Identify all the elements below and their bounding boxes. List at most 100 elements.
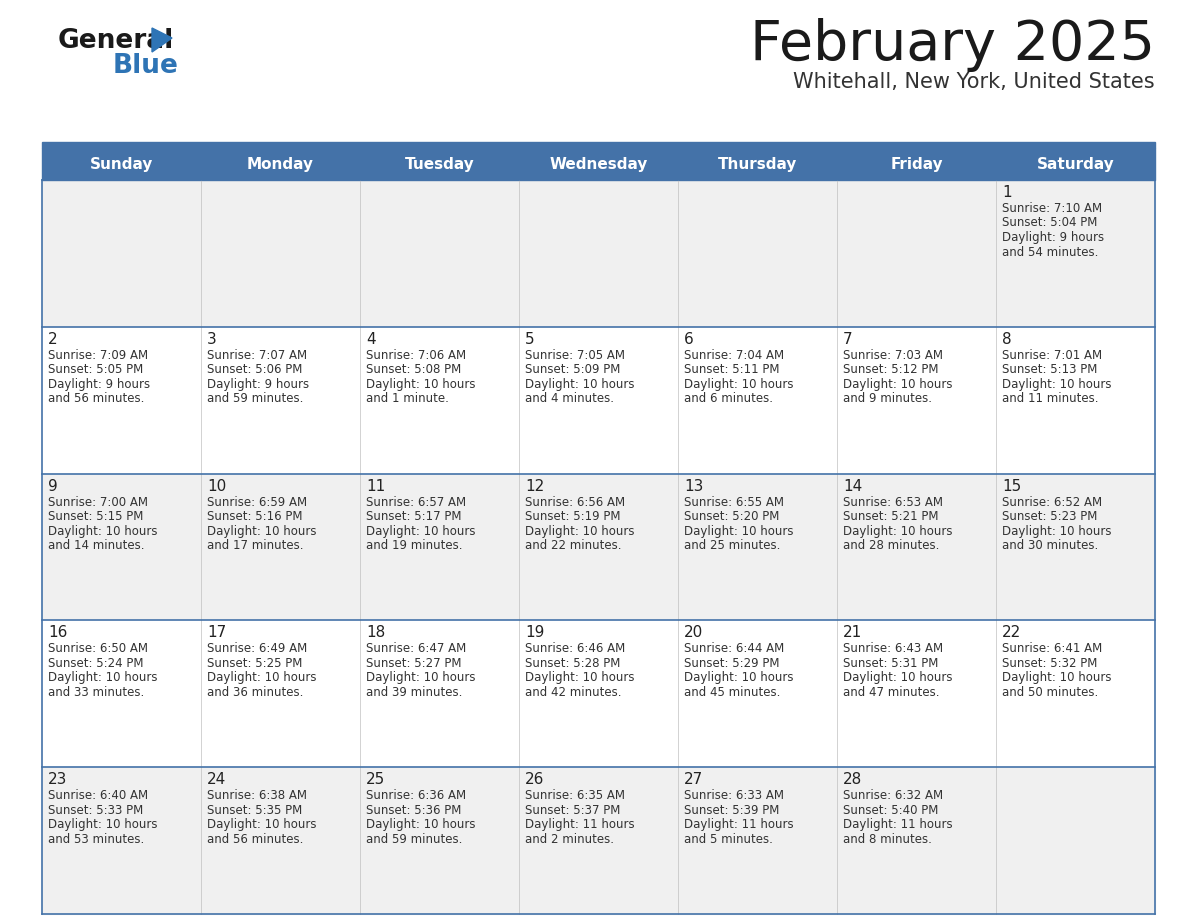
Text: and 6 minutes.: and 6 minutes. xyxy=(684,392,773,406)
Text: Sunset: 5:15 PM: Sunset: 5:15 PM xyxy=(48,510,144,523)
Text: 5: 5 xyxy=(525,331,535,347)
Text: 1: 1 xyxy=(1001,185,1012,200)
Text: and 33 minutes.: and 33 minutes. xyxy=(48,686,144,699)
Text: 10: 10 xyxy=(207,478,226,494)
Text: Daylight: 10 hours: Daylight: 10 hours xyxy=(207,671,316,685)
Text: 9: 9 xyxy=(48,478,58,494)
Text: Sunrise: 7:03 AM: Sunrise: 7:03 AM xyxy=(843,349,943,362)
Text: Sunrise: 7:00 AM: Sunrise: 7:00 AM xyxy=(48,496,148,509)
Text: Sunrise: 7:04 AM: Sunrise: 7:04 AM xyxy=(684,349,784,362)
Text: Sunrise: 6:47 AM: Sunrise: 6:47 AM xyxy=(366,643,466,655)
Text: Daylight: 10 hours: Daylight: 10 hours xyxy=(366,671,475,685)
Text: 11: 11 xyxy=(366,478,385,494)
Text: Sunrise: 6:53 AM: Sunrise: 6:53 AM xyxy=(843,496,943,509)
Text: Daylight: 10 hours: Daylight: 10 hours xyxy=(684,671,794,685)
Text: Daylight: 10 hours: Daylight: 10 hours xyxy=(525,671,634,685)
Text: Sunset: 5:32 PM: Sunset: 5:32 PM xyxy=(1001,657,1098,670)
Text: Blue: Blue xyxy=(113,53,179,79)
Text: Daylight: 10 hours: Daylight: 10 hours xyxy=(843,671,953,685)
Text: Daylight: 9 hours: Daylight: 9 hours xyxy=(48,378,150,391)
Text: Sunset: 5:27 PM: Sunset: 5:27 PM xyxy=(366,657,461,670)
Text: Sunrise: 6:41 AM: Sunrise: 6:41 AM xyxy=(1001,643,1102,655)
Text: Sunset: 5:25 PM: Sunset: 5:25 PM xyxy=(207,657,303,670)
Text: 14: 14 xyxy=(843,478,862,494)
Text: Sunrise: 6:57 AM: Sunrise: 6:57 AM xyxy=(366,496,466,509)
Text: 16: 16 xyxy=(48,625,68,641)
Text: Sunset: 5:24 PM: Sunset: 5:24 PM xyxy=(48,657,144,670)
Text: Sunset: 5:05 PM: Sunset: 5:05 PM xyxy=(48,364,144,376)
Text: Sunset: 5:23 PM: Sunset: 5:23 PM xyxy=(1001,510,1098,523)
Text: 18: 18 xyxy=(366,625,385,641)
Text: Daylight: 10 hours: Daylight: 10 hours xyxy=(1001,671,1112,685)
Text: Sunrise: 6:33 AM: Sunrise: 6:33 AM xyxy=(684,789,784,802)
Text: and 47 minutes.: and 47 minutes. xyxy=(843,686,940,699)
Text: Daylight: 10 hours: Daylight: 10 hours xyxy=(1001,524,1112,538)
Text: and 25 minutes.: and 25 minutes. xyxy=(684,539,781,552)
Text: Saturday: Saturday xyxy=(1037,156,1114,172)
Text: 22: 22 xyxy=(1001,625,1022,641)
Text: Sunset: 5:35 PM: Sunset: 5:35 PM xyxy=(207,803,302,817)
Text: Monday: Monday xyxy=(247,156,314,172)
Text: and 30 minutes.: and 30 minutes. xyxy=(1001,539,1098,552)
Text: 13: 13 xyxy=(684,478,703,494)
Polygon shape xyxy=(152,28,172,52)
Text: General: General xyxy=(58,28,175,54)
Text: and 54 minutes.: and 54 minutes. xyxy=(1001,245,1099,259)
Text: Sunset: 5:39 PM: Sunset: 5:39 PM xyxy=(684,803,779,817)
Text: Daylight: 11 hours: Daylight: 11 hours xyxy=(525,818,634,831)
Text: and 36 minutes.: and 36 minutes. xyxy=(207,686,303,699)
Text: Daylight: 10 hours: Daylight: 10 hours xyxy=(525,378,634,391)
Text: and 50 minutes.: and 50 minutes. xyxy=(1001,686,1098,699)
Text: Sunrise: 7:10 AM: Sunrise: 7:10 AM xyxy=(1001,202,1102,215)
Bar xyxy=(42,327,1155,474)
Text: Sunset: 5:09 PM: Sunset: 5:09 PM xyxy=(525,364,620,376)
Text: Daylight: 10 hours: Daylight: 10 hours xyxy=(525,524,634,538)
Text: Thursday: Thursday xyxy=(718,156,797,172)
Text: Daylight: 10 hours: Daylight: 10 hours xyxy=(207,818,316,831)
Text: 27: 27 xyxy=(684,772,703,788)
Text: Friday: Friday xyxy=(890,156,943,172)
Text: and 11 minutes.: and 11 minutes. xyxy=(1001,392,1099,406)
Text: Sunrise: 6:56 AM: Sunrise: 6:56 AM xyxy=(525,496,625,509)
Text: and 2 minutes.: and 2 minutes. xyxy=(525,833,614,845)
Text: Sunrise: 6:35 AM: Sunrise: 6:35 AM xyxy=(525,789,625,802)
Text: Sunset: 5:29 PM: Sunset: 5:29 PM xyxy=(684,657,779,670)
Text: Daylight: 10 hours: Daylight: 10 hours xyxy=(684,378,794,391)
Text: and 39 minutes.: and 39 minutes. xyxy=(366,686,462,699)
Text: Sunset: 5:20 PM: Sunset: 5:20 PM xyxy=(684,510,779,523)
Text: Sunrise: 6:43 AM: Sunrise: 6:43 AM xyxy=(843,643,943,655)
Text: and 5 minutes.: and 5 minutes. xyxy=(684,833,773,845)
Text: 15: 15 xyxy=(1001,478,1022,494)
Text: Sunrise: 6:40 AM: Sunrise: 6:40 AM xyxy=(48,789,148,802)
Text: Daylight: 10 hours: Daylight: 10 hours xyxy=(366,378,475,391)
Text: Sunrise: 7:06 AM: Sunrise: 7:06 AM xyxy=(366,349,466,362)
Text: and 59 minutes.: and 59 minutes. xyxy=(366,833,462,845)
Text: Sunset: 5:11 PM: Sunset: 5:11 PM xyxy=(684,364,779,376)
Bar xyxy=(42,180,1155,327)
Text: 26: 26 xyxy=(525,772,544,788)
Text: Sunset: 5:28 PM: Sunset: 5:28 PM xyxy=(525,657,620,670)
Text: and 17 minutes.: and 17 minutes. xyxy=(207,539,303,552)
Text: Daylight: 10 hours: Daylight: 10 hours xyxy=(1001,378,1112,391)
Text: 6: 6 xyxy=(684,331,694,347)
Bar xyxy=(42,474,1155,621)
Text: 2: 2 xyxy=(48,331,58,347)
Text: Sunset: 5:06 PM: Sunset: 5:06 PM xyxy=(207,364,303,376)
Text: Sunrise: 6:36 AM: Sunrise: 6:36 AM xyxy=(366,789,466,802)
Text: Sunset: 5:16 PM: Sunset: 5:16 PM xyxy=(207,510,303,523)
Text: Daylight: 10 hours: Daylight: 10 hours xyxy=(366,818,475,831)
Text: Daylight: 10 hours: Daylight: 10 hours xyxy=(48,818,158,831)
Text: Sunrise: 6:38 AM: Sunrise: 6:38 AM xyxy=(207,789,307,802)
Text: Daylight: 10 hours: Daylight: 10 hours xyxy=(48,524,158,538)
Text: and 53 minutes.: and 53 minutes. xyxy=(48,833,144,845)
Bar xyxy=(42,767,1155,914)
Text: Sunset: 5:19 PM: Sunset: 5:19 PM xyxy=(525,510,620,523)
Text: Sunset: 5:33 PM: Sunset: 5:33 PM xyxy=(48,803,144,817)
Text: and 42 minutes.: and 42 minutes. xyxy=(525,686,621,699)
Bar xyxy=(42,621,1155,767)
Text: Daylight: 10 hours: Daylight: 10 hours xyxy=(207,524,316,538)
Text: Sunday: Sunday xyxy=(90,156,153,172)
Text: and 45 minutes.: and 45 minutes. xyxy=(684,686,781,699)
Text: Sunrise: 6:59 AM: Sunrise: 6:59 AM xyxy=(207,496,308,509)
Text: Daylight: 10 hours: Daylight: 10 hours xyxy=(366,524,475,538)
